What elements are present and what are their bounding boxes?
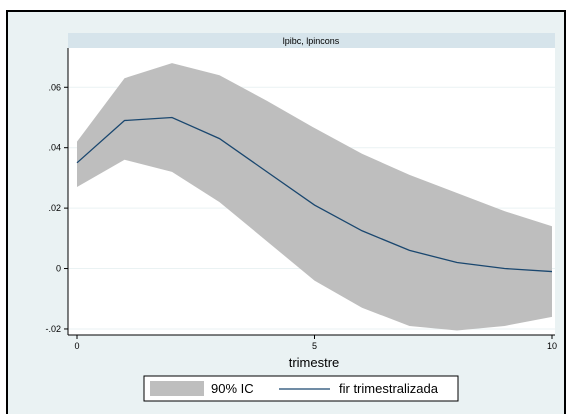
legend: 90% IC fir trimestralizada <box>143 375 459 402</box>
legend-label-fir: fir trimestralizada <box>339 381 439 396</box>
y-tick-label: .04 <box>48 143 61 153</box>
line-layer <box>76 116 553 273</box>
y-tick-label: 0 <box>56 264 61 274</box>
x-tick-label: 10 <box>547 341 557 351</box>
ci-band <box>77 63 552 331</box>
fir-line <box>76 116 553 273</box>
x-tick-label: 5 <box>312 341 317 351</box>
x-axis-label: trimestre <box>289 355 340 370</box>
panel-title: lpibc, lpincons <box>283 36 340 46</box>
band-layer <box>77 63 552 331</box>
axis-layer: -.02 0 .02 .04 .06 0 5 10 <box>45 48 557 351</box>
y-tick-label: -.02 <box>45 324 61 334</box>
y-tick-label: .06 <box>48 82 61 92</box>
x-tick-label: 0 <box>74 341 79 351</box>
y-tick-label: .02 <box>48 203 61 213</box>
panel-header <box>68 33 555 48</box>
legend-label-ic: 90% IC <box>211 381 254 396</box>
legend-swatch-ic <box>150 381 204 396</box>
